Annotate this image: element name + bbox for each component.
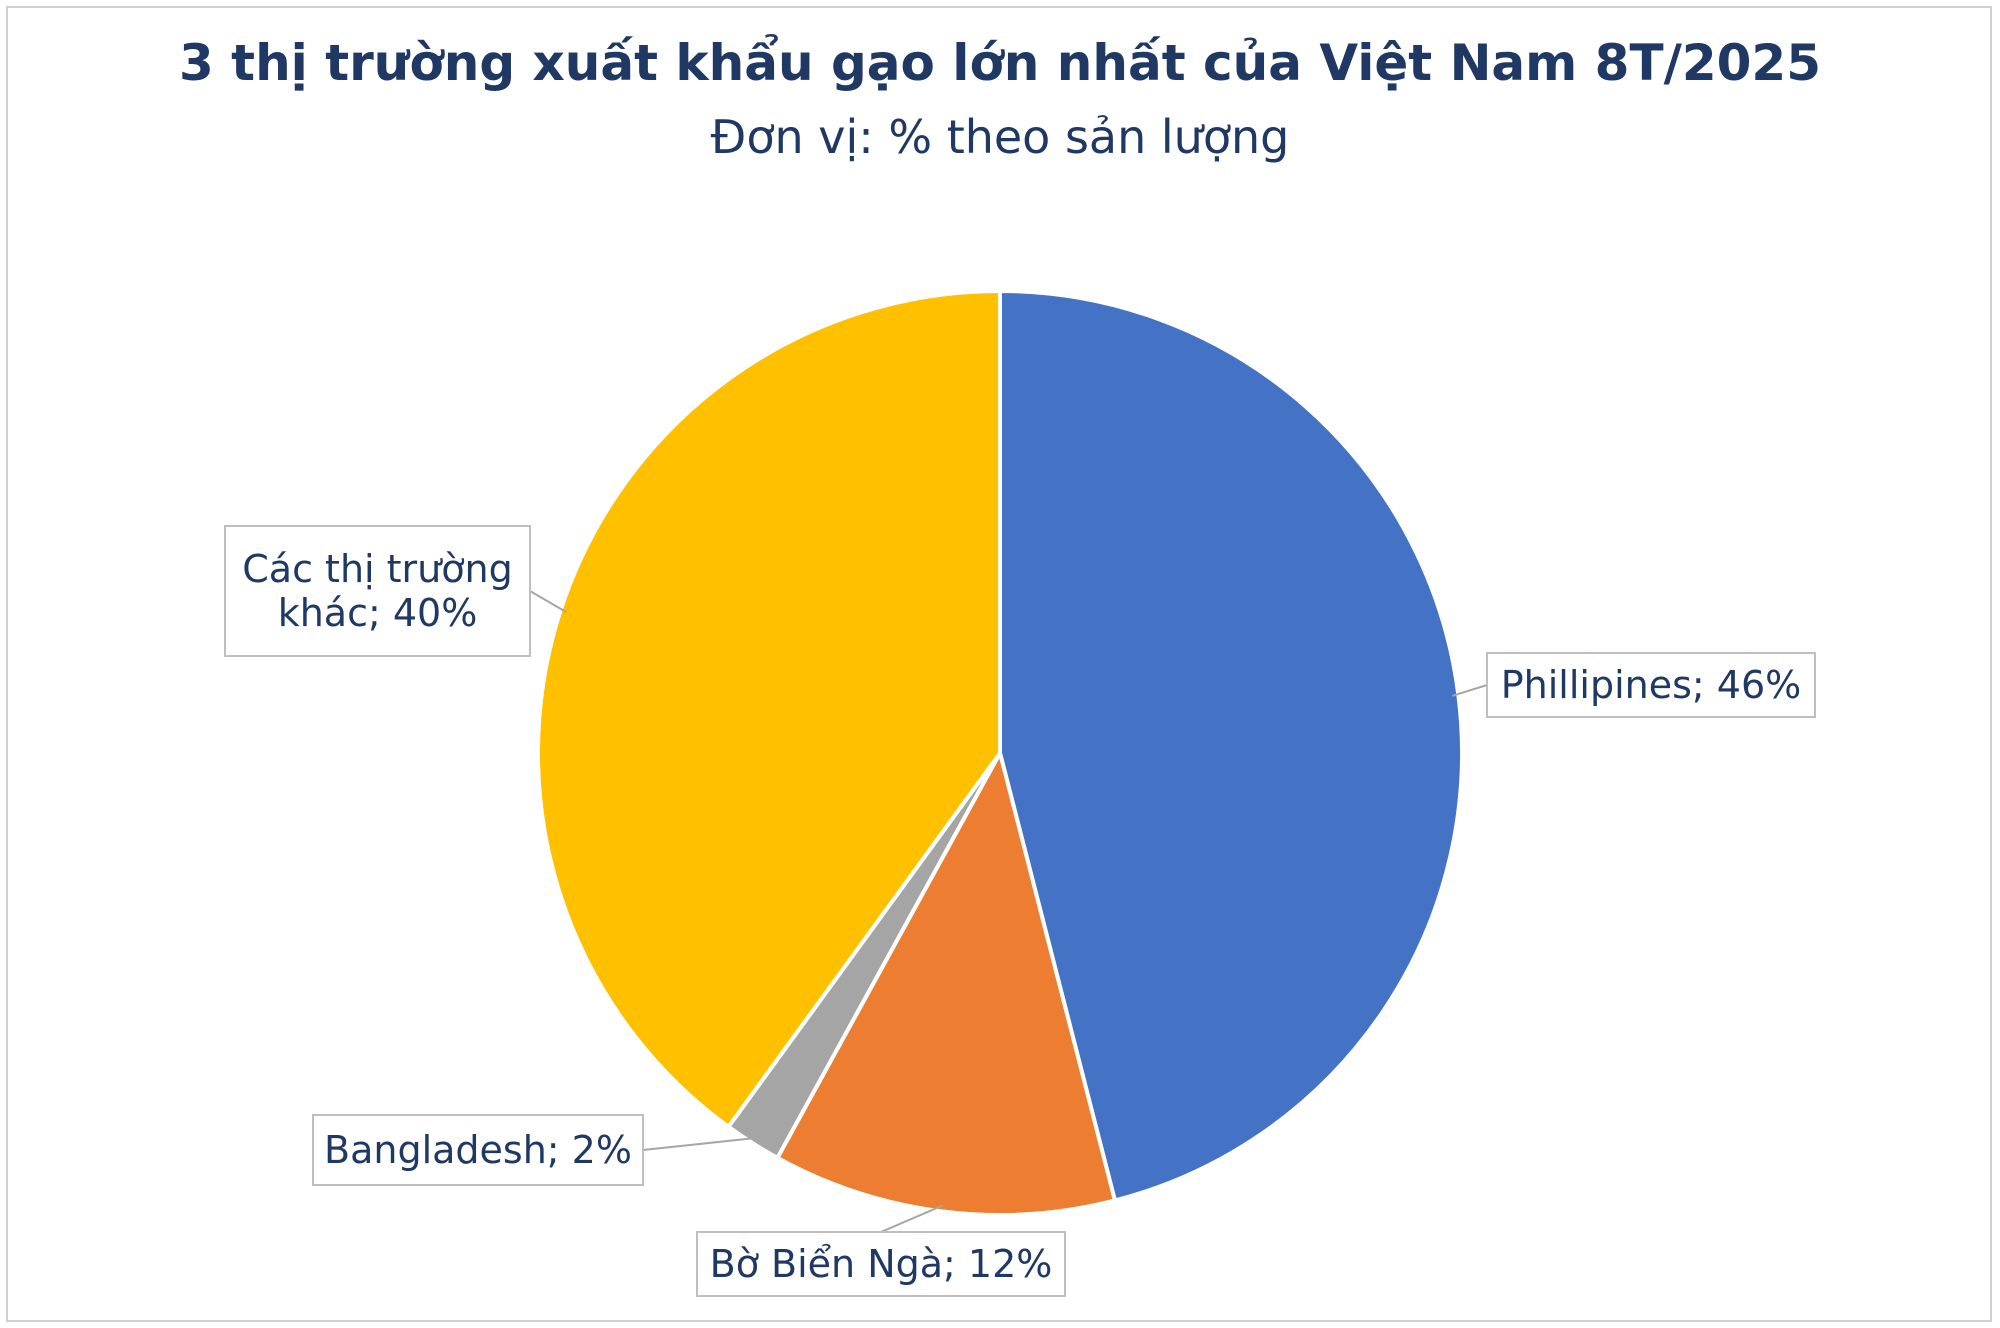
data-label-bo-bien-nga: Bờ Biển Ngà; 12% — [710, 1242, 1053, 1286]
pie-slice-bo-bien-nga — [774, 747, 1118, 1217]
leader-line-phillipines — [1452, 684, 1488, 697]
pie-slice-phillipines — [998, 288, 1464, 1203]
data-label-box-bo-bien-nga — [696, 1231, 1066, 1297]
chart-subtitle: Đơn vị: % theo sản lượng — [710, 110, 1290, 164]
data-label-cac-thi-truong-khac: Các thị trường — [242, 547, 512, 591]
data-label-bangladesh: Bangladesh; 2% — [324, 1128, 632, 1172]
data-label-phillipines: Phillipines; 46% — [1501, 663, 1802, 707]
pie-slice-cac-thi-truong-khac — [536, 288, 1002, 1130]
data-label-box-cac-thi-truong-khac — [224, 525, 531, 657]
chart-title: 3 thị trường xuất khẩu gạo lớn nhất của … — [178, 34, 1822, 92]
leader-line-cac-thi-truong-khac — [529, 590, 567, 613]
leader-line-bangladesh — [642, 1137, 756, 1151]
data-label-cac-thi-truong-khac: khác; 40% — [278, 591, 478, 635]
leader-line-bo-bien-nga — [880, 1204, 944, 1233]
chart-frame — [6, 6, 1992, 1322]
data-label-box-phillipines — [1486, 652, 1816, 718]
data-label-box-bangladesh — [312, 1114, 644, 1186]
